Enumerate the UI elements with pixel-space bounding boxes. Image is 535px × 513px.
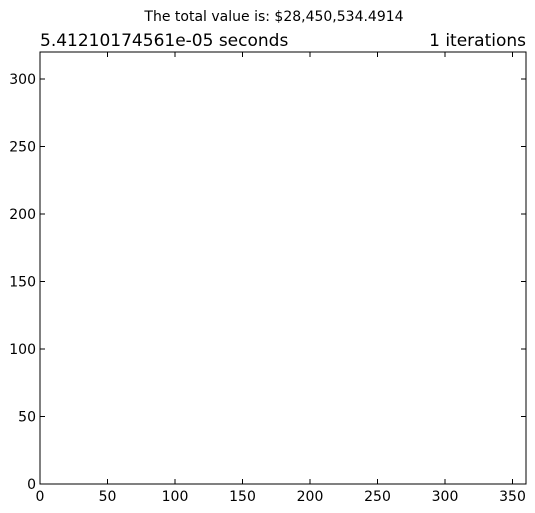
y-tick-label: 50 <box>18 410 36 426</box>
x-tick-label: 250 <box>364 489 391 505</box>
plot-area-frame <box>40 52 526 484</box>
x-tick-label: 100 <box>162 489 189 505</box>
y-tick-label: 250 <box>9 140 36 156</box>
y-tick-label: 0 <box>27 477 36 493</box>
y-tick-label: 150 <box>9 275 36 291</box>
x-tick-label: 200 <box>297 489 324 505</box>
y-tick-label: 200 <box>9 207 36 223</box>
tick-labels-layer: 0 50 100 150 200 250 300 350 0 50 100 150 200 250 300 <box>9 72 526 505</box>
figure-suptitle: The total value is: $28,450,534.4914 <box>143 9 403 25</box>
x-tick-label: 0 <box>36 489 45 505</box>
x-tick-label: 300 <box>432 489 459 505</box>
y-tick-label: 100 <box>9 342 36 358</box>
x-tick-label: 150 <box>229 489 256 505</box>
ticks-layer <box>40 52 526 484</box>
y-tick-label: 300 <box>9 72 36 88</box>
x-tick-label: 50 <box>99 489 117 505</box>
axes-title-right: 1 iterations <box>429 31 526 51</box>
axes-title-left: 5.41210174561e-05 seconds <box>40 31 288 51</box>
x-tick-label: 350 <box>499 489 526 505</box>
